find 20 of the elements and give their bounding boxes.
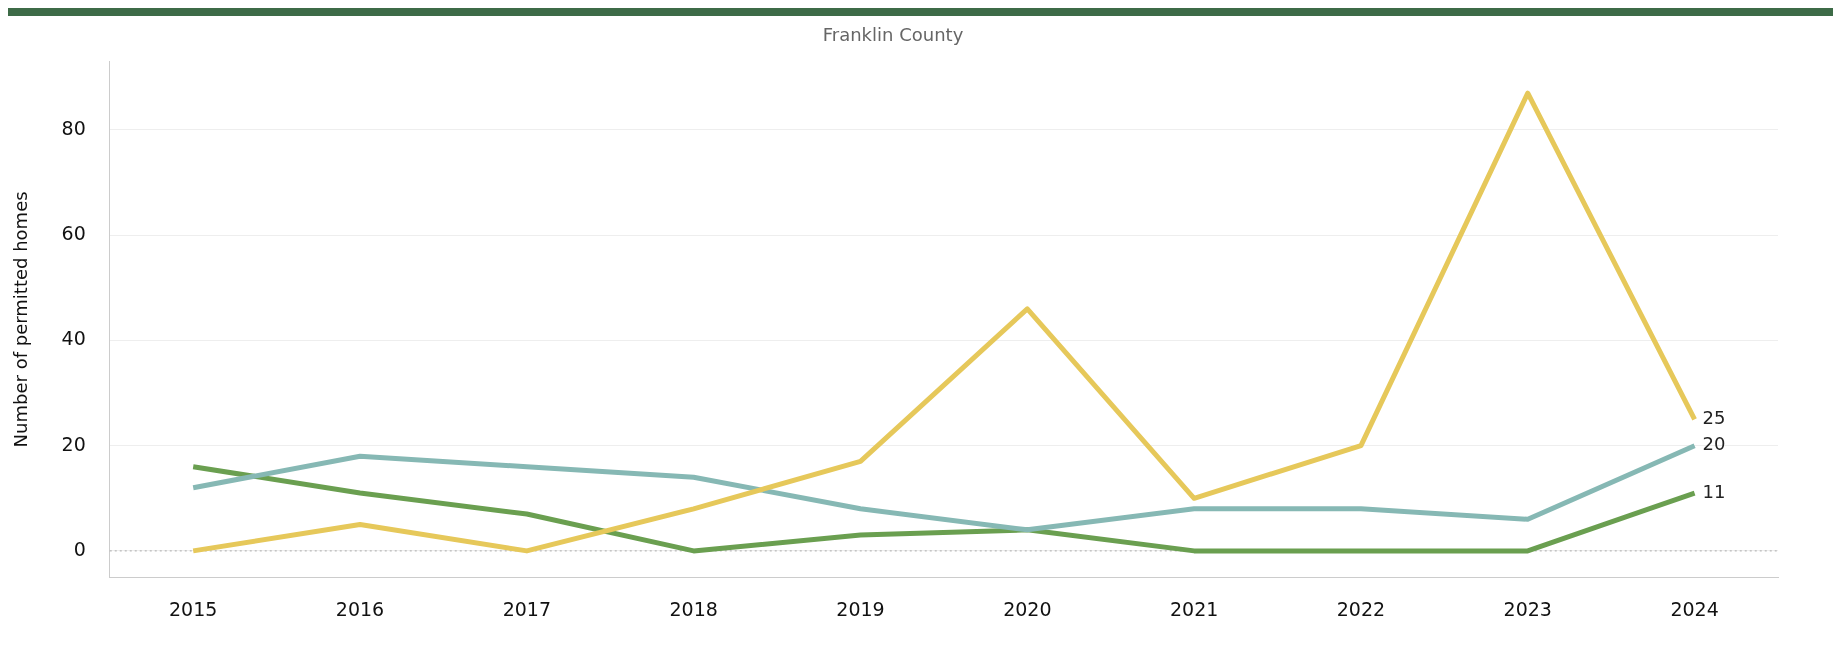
y-tick-label: 20 — [61, 432, 86, 455]
y-tick-label: 0 — [73, 537, 86, 560]
y-tick-label: 40 — [61, 327, 86, 350]
x-tick-label: 2023 — [1503, 597, 1552, 620]
x-tick-label: 2017 — [502, 597, 552, 620]
data-label: 20 — [1702, 433, 1726, 455]
y-tick-label: 80 — [61, 116, 86, 139]
x-tick-label: 2021 — [1169, 597, 1219, 620]
chart-title: Franklin County — [822, 24, 964, 46]
y-axis-title: Number of permitted homes — [10, 191, 32, 448]
x-tick-label: 2016 — [335, 597, 385, 620]
y-tick-label: 60 — [61, 222, 86, 245]
data-label: 11 — [1702, 480, 1726, 502]
x-tick-label: 2022 — [1336, 597, 1386, 620]
data-label: 25 — [1702, 407, 1726, 429]
x-tick-label: 2024 — [1670, 597, 1719, 620]
x-tick-label: 2019 — [836, 597, 885, 620]
x-tick-label: 2015 — [169, 597, 218, 620]
x-tick-label: 2018 — [669, 597, 718, 620]
x-tick-label: 2020 — [1003, 597, 1052, 620]
